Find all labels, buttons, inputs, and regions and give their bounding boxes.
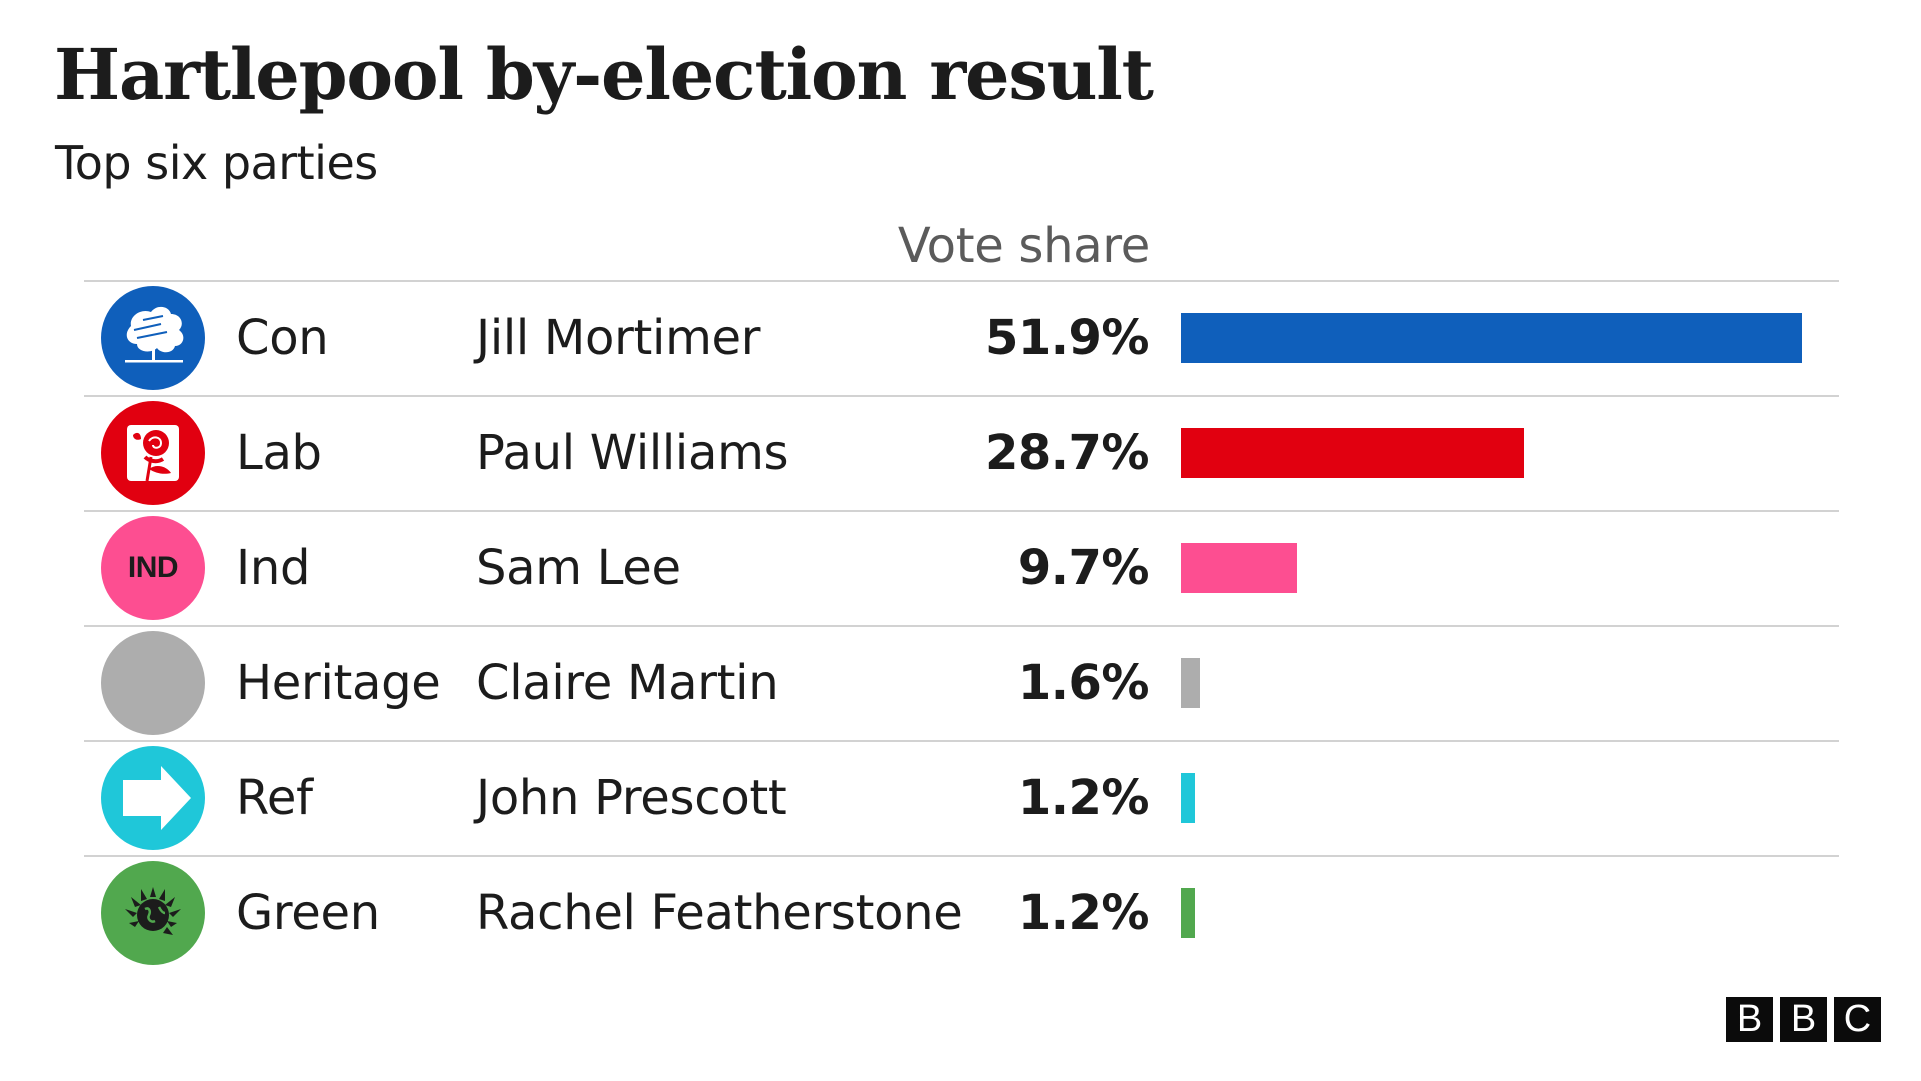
ind-icon-text: IND: [127, 551, 179, 584]
party-label: Lab: [236, 425, 322, 481]
heritage-blank-icon: [101, 631, 205, 735]
bbc-logo-letter: B: [1780, 997, 1827, 1042]
party-label: Green: [236, 885, 380, 941]
candidate-name: Jill Mortimer: [476, 310, 761, 366]
vote-share-bar: [1181, 543, 1297, 593]
result-row-lab: Lab Paul Williams 28.7%: [84, 395, 1839, 510]
result-row-ref: Ref John Prescott 1.2%: [84, 740, 1839, 855]
party-label: Con: [236, 310, 329, 366]
vote-share-bar: [1181, 888, 1195, 938]
vote-share-value: 1.2%: [1017, 770, 1150, 826]
result-row-ind: IND Ind Sam Lee 9.7%: [84, 510, 1839, 625]
vote-share-value: 28.7%: [984, 425, 1150, 481]
vote-share-bar: [1181, 428, 1524, 478]
vote-share-value: 1.2%: [1017, 885, 1150, 941]
candidate-name: John Prescott: [476, 770, 787, 826]
bbc-logo-letter: C: [1834, 997, 1881, 1042]
result-row-heritage: Heritage Claire Martin 1.6%: [84, 625, 1839, 740]
bbc-logo-letter: B: [1726, 997, 1773, 1042]
result-row-green: Green Rachel Featherstone 1.2%: [84, 855, 1839, 970]
results-table: Con Jill Mortimer 51.9% Lab Paul William…: [84, 280, 1839, 970]
reform-arrow-icon: [101, 746, 205, 850]
candidate-name: Rachel Featherstone: [476, 885, 963, 941]
conservative-tree-icon: [101, 286, 205, 390]
vote-share-value: 51.9%: [984, 310, 1150, 366]
vote-share-bar: [1181, 658, 1200, 708]
chart-subtitle: Top six parties: [55, 136, 378, 190]
green-earth-icon: [101, 861, 205, 965]
chart-title: Hartlepool by-election result: [54, 33, 1154, 116]
vote-share-header: Vote share: [897, 218, 1150, 274]
candidate-name: Sam Lee: [476, 540, 681, 596]
vote-share-bar: [1181, 773, 1195, 823]
vote-share-value: 1.6%: [1017, 655, 1150, 711]
bbc-logo: B B C: [1726, 997, 1881, 1042]
candidate-name: Paul Williams: [476, 425, 789, 481]
vote-share-bar: [1181, 313, 1802, 363]
result-row-con: Con Jill Mortimer 51.9%: [84, 280, 1839, 395]
labour-rose-icon: [101, 401, 205, 505]
independent-ind-icon: IND: [101, 516, 205, 620]
party-label: Ind: [236, 540, 311, 596]
party-label: Heritage: [236, 655, 441, 711]
candidate-name: Claire Martin: [476, 655, 779, 711]
vote-share-value: 9.7%: [1017, 540, 1150, 596]
party-label: Ref: [236, 770, 313, 826]
